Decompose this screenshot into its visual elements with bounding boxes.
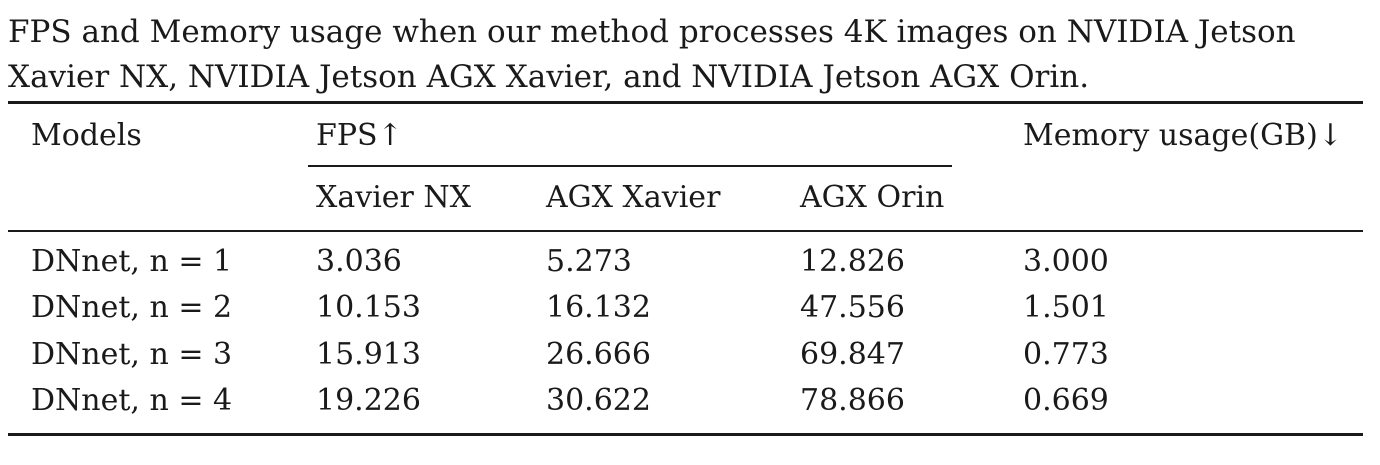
- row-agx-xavier: 26.666: [546, 337, 651, 372]
- row-memory: 0.773: [1023, 337, 1109, 372]
- header-agx-xavier: AGX Xavier: [546, 180, 721, 215]
- row-agx-xavier: 16.132: [546, 290, 651, 325]
- row-memory: 3.000: [1023, 244, 1109, 279]
- row-agx-orin: 12.826: [800, 244, 905, 279]
- row-agx-xavier: 30.622: [546, 383, 651, 418]
- row-model: DNnet, n = 4: [31, 383, 233, 418]
- row-agx-xavier: 5.273: [546, 244, 632, 279]
- header-models: Models: [31, 118, 142, 153]
- header-fps: FPS↑: [316, 118, 403, 153]
- header-rule: [8, 230, 1363, 232]
- header-memory: Memory usage(GB)↓: [1023, 118, 1343, 153]
- row-memory: 0.669: [1023, 383, 1109, 418]
- fps-group-rule: [308, 165, 952, 167]
- header-xavier-nx: Xavier NX: [316, 180, 472, 215]
- row-agx-orin: 69.847: [800, 337, 905, 372]
- row-model: DNnet, n = 3: [31, 337, 233, 372]
- row-agx-orin: 47.556: [800, 290, 905, 325]
- row-xavier-nx: 19.226: [316, 383, 421, 418]
- top-rule: [8, 101, 1363, 104]
- table-caption: FPS and Memory usage when our method pro…: [8, 14, 1296, 95]
- row-xavier-nx: 15.913: [316, 337, 421, 372]
- row-xavier-nx: 10.153: [316, 290, 421, 325]
- row-memory: 1.501: [1023, 290, 1109, 325]
- header-agx-orin: AGX Orin: [800, 180, 945, 215]
- row-xavier-nx: 3.036: [316, 244, 402, 279]
- row-model: DNnet, n = 2: [31, 290, 233, 325]
- row-agx-orin: 78.866: [800, 383, 905, 418]
- row-model: DNnet, n = 1: [31, 244, 233, 279]
- bottom-rule: [8, 433, 1363, 436]
